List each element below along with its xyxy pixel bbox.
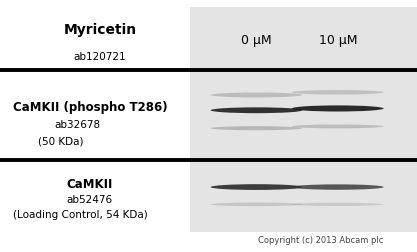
Text: ab32678: ab32678 bbox=[54, 120, 100, 130]
Ellipse shape bbox=[292, 106, 384, 112]
Text: CaMKII (phospho T286): CaMKII (phospho T286) bbox=[13, 101, 167, 114]
Text: ab52476: ab52476 bbox=[67, 194, 113, 204]
Ellipse shape bbox=[292, 91, 384, 95]
Text: ab120721: ab120721 bbox=[74, 52, 126, 62]
Ellipse shape bbox=[211, 127, 302, 131]
Ellipse shape bbox=[292, 203, 384, 206]
Ellipse shape bbox=[292, 125, 384, 129]
Bar bbox=[190, 71, 417, 160]
Text: 10 μM: 10 μM bbox=[319, 34, 357, 47]
Text: CaMKII: CaMKII bbox=[67, 177, 113, 191]
Text: (Loading Control, 54 KDa): (Loading Control, 54 KDa) bbox=[13, 209, 147, 219]
Ellipse shape bbox=[211, 203, 302, 206]
Ellipse shape bbox=[211, 93, 302, 98]
Text: Copyright (c) 2013 Abcam plc: Copyright (c) 2013 Abcam plc bbox=[259, 235, 384, 244]
Ellipse shape bbox=[211, 184, 302, 190]
Text: Myricetin: Myricetin bbox=[63, 23, 137, 37]
Bar bbox=[190, 160, 417, 232]
Text: (50 KDa): (50 KDa) bbox=[38, 136, 83, 146]
Text: 0 μM: 0 μM bbox=[241, 34, 272, 47]
Bar bbox=[190, 8, 417, 71]
Ellipse shape bbox=[292, 185, 384, 190]
Ellipse shape bbox=[211, 108, 302, 114]
